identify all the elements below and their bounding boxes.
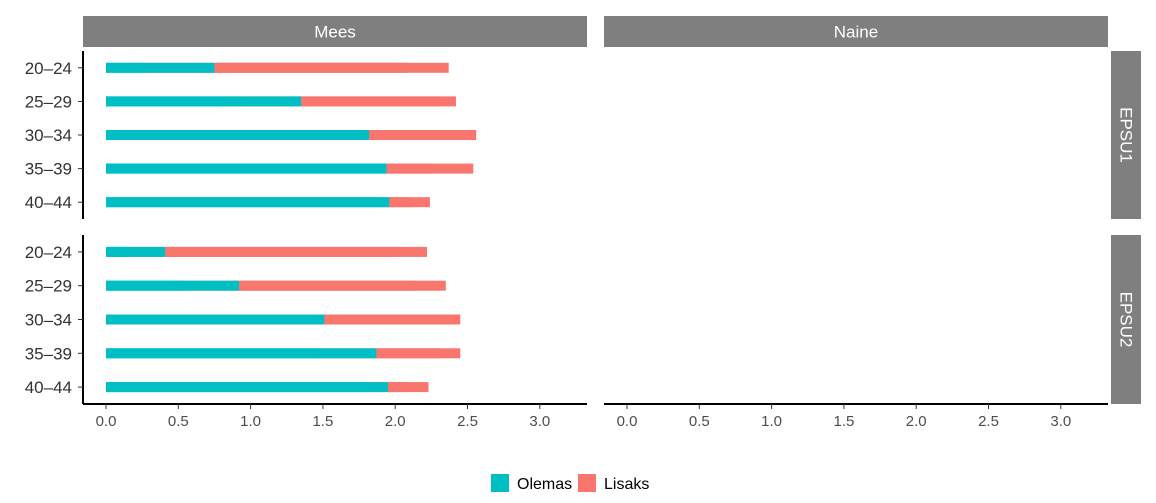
strip-epsu1 bbox=[1111, 51, 1141, 219]
bar-olemas-25-29 bbox=[106, 96, 302, 107]
y-axis-epsu1: 20–24 25–29 30–34 35–39 40–44 bbox=[25, 51, 84, 219]
y-tick-label: 20–24 bbox=[25, 59, 72, 78]
strip-label-mees: Mees bbox=[314, 23, 356, 42]
y-tick-label: 30–34 bbox=[25, 126, 72, 145]
bar-lisaks-30-34 bbox=[324, 314, 461, 325]
x-tick-label: 0.0 bbox=[617, 413, 638, 430]
bar-lisaks-25-29 bbox=[239, 280, 446, 291]
y-axes: 20–24 25–29 30–34 35–39 40–44 20–24 25–29 30–34… bbox=[25, 51, 84, 404]
x-tick-label: 1.0 bbox=[761, 413, 782, 430]
strip-mees bbox=[83, 16, 587, 47]
x-tick-label: 0.0 bbox=[96, 413, 117, 430]
x-tick-label: 1.5 bbox=[312, 413, 333, 430]
x-tick-label: 3.0 bbox=[1050, 413, 1071, 430]
legend: Olemas Lisaks bbox=[491, 474, 649, 493]
bar-lisaks-30-34 bbox=[369, 130, 477, 140]
x-tick-label: 2.5 bbox=[978, 413, 999, 430]
bar-olemas-35-39 bbox=[106, 348, 377, 359]
y-tick-label: 40–44 bbox=[25, 378, 72, 397]
bar-olemas-40-44 bbox=[106, 197, 390, 208]
column-strips: Mees Naine bbox=[83, 16, 1108, 47]
row-strips: EPSU1 EPSU2 bbox=[1111, 51, 1141, 404]
x-tick-label: 1.0 bbox=[240, 413, 261, 430]
y-tick-label: 35–39 bbox=[25, 344, 72, 363]
legend-label-lisaks: Lisaks bbox=[604, 476, 649, 493]
legend-swatch-olemas bbox=[491, 474, 509, 492]
bar-olemas-30-34 bbox=[106, 314, 325, 325]
x-tick-label: 2.0 bbox=[385, 413, 406, 430]
bar-olemas-40-44 bbox=[106, 382, 388, 393]
bar-olemas-20-24 bbox=[106, 62, 215, 73]
x-axis-naine: 0.0 0.5 1.0 1.5 2.0 2.5 3.0 bbox=[604, 403, 1108, 430]
bar-lisaks-25-29 bbox=[301, 96, 456, 107]
bar-lisaks-20-24 bbox=[165, 246, 428, 257]
y-tick-label: 25–29 bbox=[25, 277, 72, 296]
bar-olemas-25-29 bbox=[106, 280, 240, 291]
panel-naine-epsu2 bbox=[106, 246, 461, 393]
bar-lisaks-40-44 bbox=[389, 197, 410, 208]
panels bbox=[106, 62, 477, 393]
legend-item-lisaks: Lisaks bbox=[578, 474, 649, 493]
bar-olemas-35-39 bbox=[106, 163, 387, 174]
y-axis-epsu2: 20–24 25–29 30–34 35–39 40–44 bbox=[25, 235, 84, 404]
x-tick-label: 3.0 bbox=[529, 413, 550, 430]
strip-label-epsu2: EPSU2 bbox=[1117, 292, 1136, 348]
legend-swatch-lisaks bbox=[578, 474, 596, 492]
y-tick-label: 25–29 bbox=[25, 92, 72, 111]
bar-lisaks-20-24 bbox=[214, 62, 449, 73]
x-axis-mees: 0.0 0.5 1.0 1.5 2.0 2.5 3.0 bbox=[83, 403, 587, 430]
x-tick-label: 2.0 bbox=[906, 413, 927, 430]
bar-olemas-20-24 bbox=[106, 246, 166, 257]
legend-item-olemas: Olemas bbox=[491, 474, 572, 493]
y-tick-label: 35–39 bbox=[25, 160, 72, 179]
bar-lisaks-40-44 bbox=[387, 382, 410, 393]
bar-olemas-30-34 bbox=[106, 130, 370, 140]
strip-naine bbox=[604, 16, 1108, 47]
x-axes: 0.0 0.5 1.0 1.5 2.0 2.5 3.0 0.0 0.5 1.0 1.5 2.0 2.5 3… bbox=[83, 403, 1108, 430]
strip-label-epsu1: EPSU1 bbox=[1117, 107, 1136, 163]
x-tick-label: 0.5 bbox=[689, 413, 710, 430]
strip-label-naine: Naine bbox=[834, 23, 878, 42]
legend-label-olemas: Olemas bbox=[517, 476, 572, 493]
y-tick-label: 20–24 bbox=[25, 243, 72, 262]
x-tick-label: 1.5 bbox=[833, 413, 854, 430]
y-tick-label: 40–44 bbox=[25, 193, 72, 212]
x-tick-label: 2.5 bbox=[457, 413, 478, 430]
bar-lisaks-35-39 bbox=[386, 163, 432, 174]
y-tick-label: 30–34 bbox=[25, 311, 72, 330]
bar-lisaks-35-39 bbox=[376, 348, 461, 359]
x-tick-label: 0.5 bbox=[168, 413, 189, 430]
strip-epsu2 bbox=[1111, 235, 1141, 404]
panel-naine-epsu1 bbox=[106, 62, 477, 208]
